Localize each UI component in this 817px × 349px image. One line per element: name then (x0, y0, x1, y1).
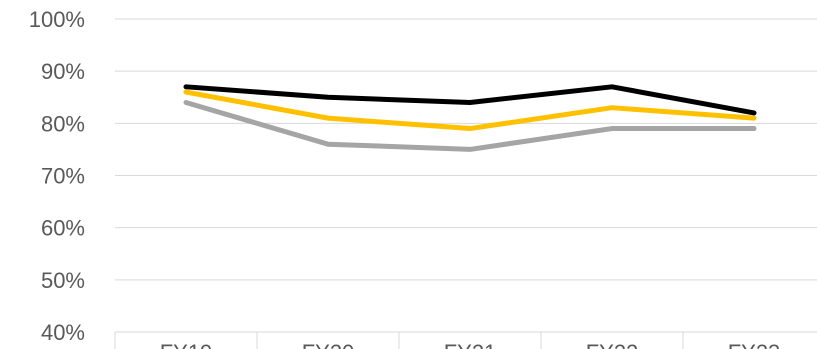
y-tick-label: 70% (41, 164, 85, 189)
x-tick-label: FY19 (160, 340, 213, 349)
series-line-2 (183, 89, 757, 132)
series-lines (183, 84, 757, 152)
x-tick-label: FY22 (586, 340, 639, 349)
x-tick-label: FY20 (302, 340, 355, 349)
x-axis: FY19 FY20 FY21 FY22 FY23 (114, 331, 817, 349)
series-line-1 (183, 84, 757, 116)
y-tick-label: 60% (41, 216, 85, 241)
x-tick-label: FY23 (728, 340, 781, 349)
gridlines (115, 18, 817, 281)
series-line-3 (183, 99, 757, 152)
y-tick-label: 50% (41, 268, 85, 293)
y-tick-label: 100% (29, 7, 85, 32)
y-tick-label: 90% (41, 59, 85, 84)
y-tick-label: 80% (41, 111, 85, 136)
y-tick-label: 40% (41, 320, 85, 345)
y-axis: 40% 50% 60% 70% 80% 90% 100% (29, 7, 85, 345)
x-tick-label: FY21 (444, 340, 497, 349)
